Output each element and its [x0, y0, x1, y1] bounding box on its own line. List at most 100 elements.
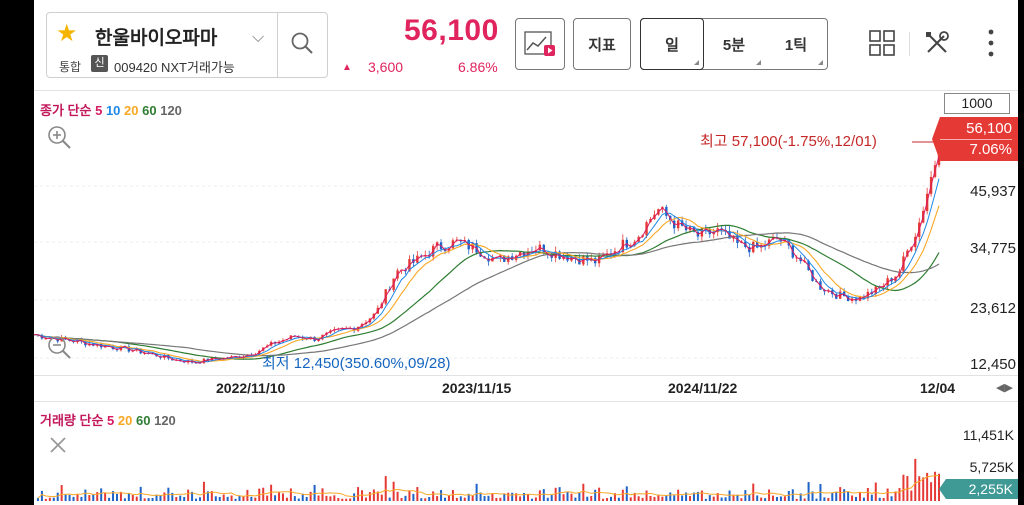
volume-bar: [163, 492, 166, 501]
volume-bar: [123, 498, 126, 501]
volume-bar: [685, 492, 688, 501]
ma-legend-120: 120: [160, 103, 182, 118]
chart-video-button[interactable]: [515, 18, 565, 70]
volume-bar: [475, 483, 478, 501]
volume-bar: [380, 494, 383, 501]
volume-bar: [582, 483, 585, 501]
price-chart[interactable]: [34, 90, 1018, 400]
volume-bar: [191, 491, 194, 501]
period-day-tab[interactable]: 일: [640, 18, 704, 70]
more-vertical-icon[interactable]: [984, 28, 998, 58]
volume-bar: [64, 494, 67, 501]
volume-bar: [440, 490, 443, 501]
volume-chart[interactable]: [34, 400, 1018, 505]
volume-bar: [633, 492, 636, 501]
volume-bar: [112, 491, 115, 501]
high-price-note: 최고 57,100(-1.75%,12/01): [700, 133, 877, 150]
layout-grid-icon[interactable]: [869, 30, 895, 56]
volume-bar: [491, 493, 494, 501]
period-5min-label: 5분: [722, 36, 746, 54]
volume-bar: [400, 497, 403, 501]
volume-bar: [420, 498, 423, 501]
volume-bar: [325, 495, 328, 501]
volume-bar: [914, 458, 917, 501]
volume-bar: [96, 492, 99, 501]
volume-bar: [503, 493, 506, 501]
volume-bar: [716, 493, 719, 501]
volume-bar: [594, 489, 597, 501]
volume-bar: [396, 491, 399, 501]
volume-bar: [799, 493, 802, 501]
volume-bar: [412, 493, 415, 501]
x-scroll-arrows-icon[interactable]: ◀▶: [996, 382, 1013, 394]
volume-bar: [84, 489, 87, 501]
volume-bar: [515, 493, 518, 501]
volume-bar: [866, 487, 869, 501]
market-label: 통합: [59, 60, 82, 74]
volume-bar: [910, 490, 913, 501]
ma-legend-10: 10: [105, 103, 121, 118]
search-icon[interactable]: [290, 31, 314, 55]
volume-bar: [80, 496, 83, 501]
volume-bar: [835, 491, 838, 501]
volume-bar: [768, 489, 771, 501]
volume-bar: [673, 495, 676, 501]
right-frame: [1018, 0, 1024, 505]
unit-box[interactable]: 1000: [944, 93, 1010, 114]
volume-bar: [495, 497, 498, 501]
volume-bar: [538, 490, 541, 501]
stock-selector[interactable]: ★ 한울바이오파마 ⌵ 통합 신 009420 NXT거래가능: [46, 12, 328, 78]
vol-legend-60: 60: [136, 413, 151, 428]
volume-bar: [313, 484, 316, 501]
zoom-in-icon[interactable]: [46, 124, 72, 150]
volume-bar: [317, 495, 320, 501]
volume-bar: [242, 495, 245, 501]
volume-bar: [855, 496, 858, 501]
ma20-line: [34, 205, 940, 362]
close-icon[interactable]: [48, 435, 68, 455]
ma-legend-title: 종가 단순: [40, 103, 92, 118]
period-5min-tab[interactable]: 5분: [703, 19, 765, 69]
volume-bar: [455, 497, 458, 501]
volume-bar: [376, 491, 379, 501]
favorite-star-icon[interactable]: ★: [56, 20, 78, 47]
volume-bar: [918, 476, 921, 501]
volume-bar: [542, 489, 545, 501]
zoom-out-icon[interactable]: [46, 334, 72, 360]
volume-bar: [309, 491, 312, 501]
corner-indicator-icon: [694, 60, 699, 65]
volume-bar: [661, 496, 664, 501]
volume-bar: [202, 481, 205, 501]
volume-bar: [293, 496, 296, 501]
volume-bar: [131, 494, 134, 501]
volume-bar: [48, 497, 51, 501]
volume-bar: [550, 495, 553, 501]
volume-bar: [756, 495, 759, 501]
volume-bar: [278, 491, 281, 501]
volume-ma-line: [37, 475, 940, 499]
volume-bar: [214, 496, 217, 501]
volume-bar: [234, 498, 237, 501]
volume-bar: [471, 495, 474, 501]
tools-icon[interactable]: [924, 30, 950, 56]
indicator-button[interactable]: 지표: [573, 18, 631, 70]
volume-bar: [511, 492, 514, 501]
volume-bar: [558, 487, 561, 501]
chevron-down-icon[interactable]: ⌵: [252, 29, 265, 46]
vol-y-label-2: 5,725K: [969, 459, 1014, 475]
volume-bar: [444, 497, 447, 501]
current-price-tag-value: 56,100: [966, 120, 1012, 137]
volume-bar: [467, 493, 470, 501]
volume-bar: [890, 496, 893, 501]
volume-bar: [266, 495, 269, 501]
period-1tick-tab[interactable]: 1틱: [765, 19, 827, 69]
volume-bar: [858, 492, 861, 501]
volume-bar: [60, 485, 63, 501]
vol-legend-title: 거래량 단순: [40, 413, 104, 428]
volume-bar: [40, 490, 43, 501]
stock-name[interactable]: 한울바이오파마: [95, 28, 218, 49]
volume-bar: [878, 497, 881, 501]
volume-bar: [843, 489, 846, 501]
volume-bar: [349, 498, 352, 501]
volume-bar: [92, 493, 95, 501]
